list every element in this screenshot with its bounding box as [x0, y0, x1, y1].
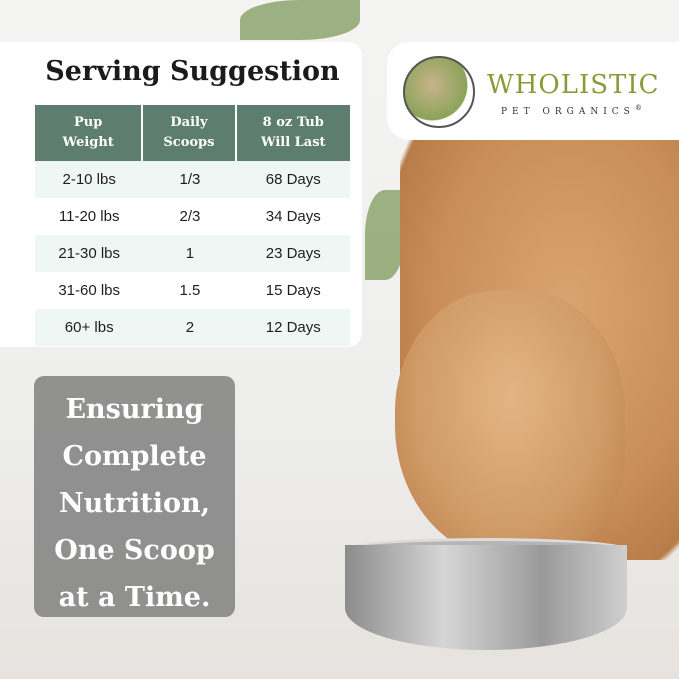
table-row: 21-30 lbs 1 23 Days — [35, 235, 350, 272]
table-row: 60+ lbs 2 12 Days — [35, 309, 350, 346]
tagline-line: Nutrition, — [58, 488, 211, 519]
header-duration: 8 oz Tub Will Last — [236, 105, 350, 161]
table-cell: 2/3 — [179, 208, 201, 225]
dog-head — [395, 290, 625, 560]
table-cell: 60+ lbs — [35, 309, 144, 346]
table-cell: 68 Days — [236, 161, 350, 198]
table-cell: 34 Days — [265, 208, 321, 225]
table-cell: 23 Days — [236, 235, 350, 272]
serving-title: Serving Suggestion — [45, 56, 340, 87]
tagline-line: at a Time. — [58, 582, 211, 613]
table-cell: 1 — [143, 235, 237, 272]
brand-logo: WHOLISTIC PET ORGANICS® — [387, 42, 679, 140]
table-cell: 21-30 lbs — [35, 235, 144, 272]
table-cell: 2 — [143, 309, 237, 346]
brand-tagline: PET ORGANICS® — [501, 104, 642, 117]
plant-leaf — [240, 0, 360, 40]
tagline-line: One Scoop — [54, 535, 215, 566]
header-weight: Pup Weight — [35, 105, 144, 161]
table-cell: 12 Days — [236, 309, 350, 346]
table-cell: 1.5 — [179, 282, 201, 299]
table-cell: 15 Days — [265, 282, 321, 299]
table-cell: 11-20 lbs — [58, 208, 120, 225]
table-row: 31-60 lbs 1.5 15 Days — [35, 272, 350, 309]
table-cell: 2-10 lbs — [35, 161, 144, 198]
table-row: 2-10 lbs 1/3 68 Days — [35, 161, 350, 198]
tagline-line: Complete — [62, 441, 207, 472]
table-row: 11-20 lbs 2/3 34 Days — [35, 198, 350, 235]
table-cell: 31-60 lbs — [58, 282, 121, 299]
serving-table: Pup Weight Daily Scoops 8 oz Tub Will Last … — [35, 105, 350, 346]
header-scoops: Daily Scoops — [143, 105, 237, 161]
dog-cat-logo-icon — [403, 56, 475, 128]
tagline-box: Ensuring Complete Nutrition, One Scoop a… — [34, 376, 235, 617]
plant-leaf — [365, 190, 405, 280]
table-cell: 1/3 — [143, 161, 237, 198]
tagline-line: Ensuring — [65, 394, 204, 425]
brand-name: WHOLISTIC — [487, 70, 660, 100]
steel-bowl — [345, 545, 627, 650]
